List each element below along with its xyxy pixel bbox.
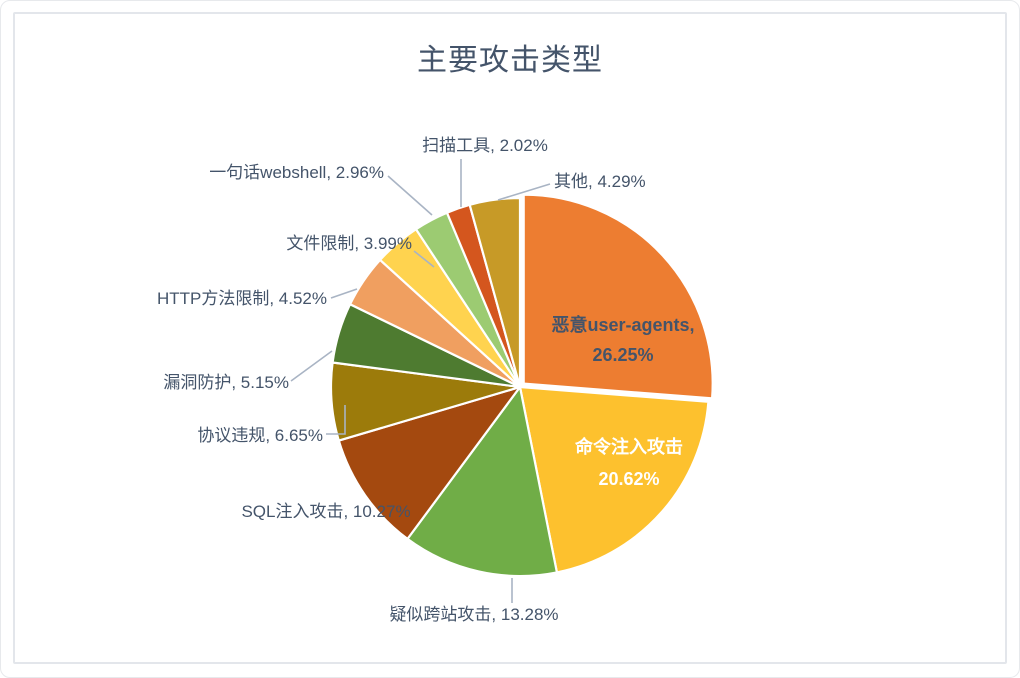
pie-inside-label: 20.62% (598, 469, 659, 489)
pie-outside-label: 一句话webshell, 2.96% (209, 163, 384, 182)
pie-outside-label: 漏洞防护, 5.15% (163, 373, 289, 392)
pie-slice-1[interactable] (522, 193, 714, 400)
leader-line-7 (330, 288, 358, 299)
pie-slice-11[interactable] (468, 196, 522, 389)
leader-line-8 (413, 250, 435, 268)
pie-inside-label: 恶意user-agents, (551, 314, 694, 335)
pie-outside-label: 扫描工具, 2.02% (422, 136, 548, 155)
pie-slice-3[interactable] (406, 385, 558, 578)
leader-line-11 (497, 183, 551, 201)
chart-title: 主要攻击类型 (417, 44, 603, 77)
pie-outside-label: HTTP方法限制, 4.52% (157, 289, 327, 308)
pie-inside-label: 命令注入攻击 (575, 436, 683, 457)
pie-outside-label: 协议违规, 6.65% (197, 426, 323, 445)
pie-outside-label: 其他, 4.29% (554, 172, 646, 191)
pie-outside-label: SQL注入攻击, 10.27% (241, 502, 410, 521)
leader-line-5 (326, 405, 346, 435)
pie-slices (329, 193, 714, 578)
pie-inside-label: 26.25% (592, 345, 653, 365)
leader-lines (290, 159, 551, 603)
data-labels: 恶意user-agents, 26.25% 命令注入攻击 20.62% 疑似跨站攻击, … (157, 136, 695, 624)
leader-line-6 (290, 350, 333, 382)
pie-outside-label: 文件限制, 3.99% (286, 234, 412, 253)
pie-slice-2[interactable] (518, 385, 710, 574)
pie-slice-4[interactable] (337, 385, 522, 540)
leader-line-9 (387, 175, 433, 216)
pie-outside-label: 疑似跨站攻击, 13.28% (389, 605, 558, 624)
